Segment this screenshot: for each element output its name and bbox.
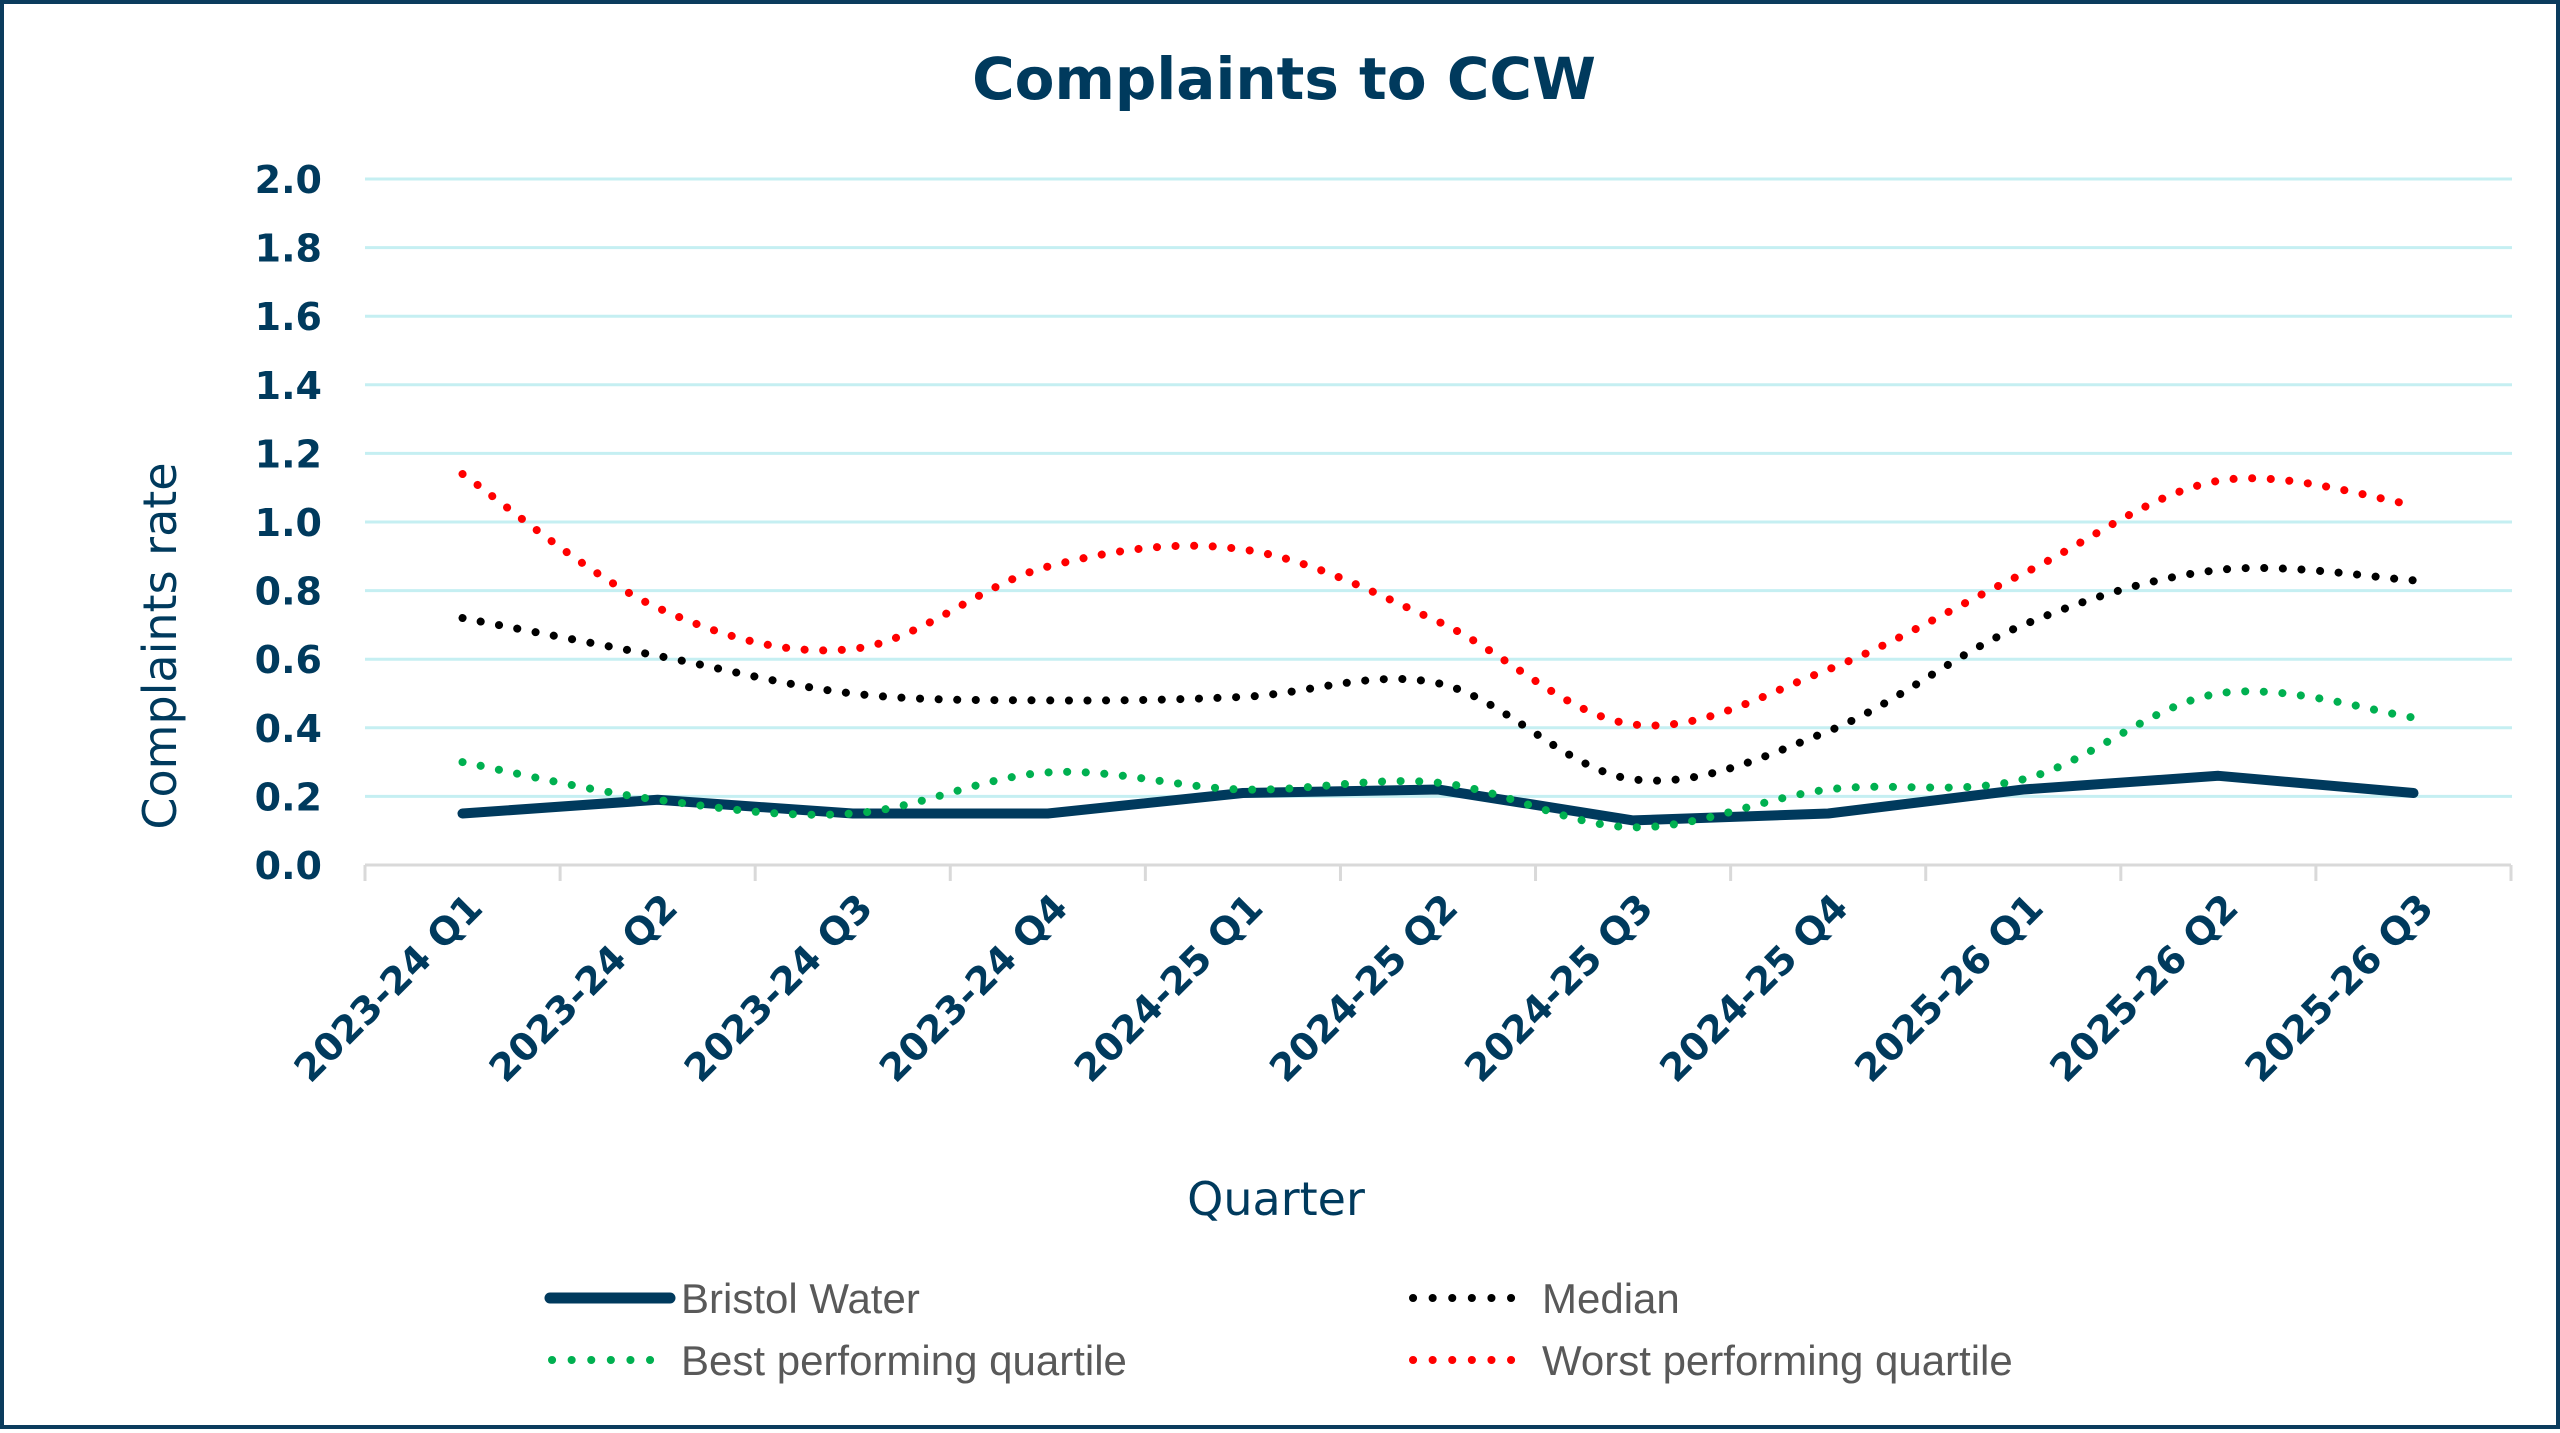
- legend: Bristol Water Median Best performing quart…: [550, 1275, 2013, 1384]
- x-tick-label: 2024-25 Q4: [1651, 885, 1856, 1090]
- line-chart: Complaints to CCW 0.0 0.2 0.4 0.6 0.8 1.0 1.2 1…: [4, 4, 2560, 1433]
- legend-item-best-performing-quartile[interactable]: Best performing quartile: [552, 1337, 1127, 1384]
- legend-label: Median: [1542, 1275, 1680, 1322]
- series-worst-performing-quartile: [462, 474, 2413, 726]
- legend-item-median[interactable]: Median: [1413, 1275, 1680, 1322]
- y-tick-label: 0.2: [255, 775, 322, 819]
- x-tick-label: 2024-25 Q2: [1261, 885, 1466, 1090]
- x-tick-label: 2024-25 Q3: [1456, 885, 1661, 1090]
- y-tick-label: 1.8: [255, 227, 322, 271]
- x-tick-label: 2023-24 Q3: [676, 885, 881, 1090]
- x-tick-label: 2023-24 Q1: [286, 885, 491, 1090]
- y-tick-label: 0.6: [255, 638, 322, 682]
- series-lines: [462, 474, 2413, 827]
- y-tick-label: 2.0: [255, 158, 322, 202]
- x-tick-label: 2025-26 Q1: [1846, 885, 2051, 1090]
- y-axis-title: Complaints rate: [133, 462, 187, 829]
- x-axis: [365, 865, 2511, 881]
- legend-label: Worst performing quartile: [1542, 1337, 2013, 1384]
- y-tick-label: 0.8: [255, 570, 322, 614]
- x-tick-label: 2023-24 Q4: [871, 885, 1076, 1090]
- chart-title: Complaints to CCW: [972, 45, 1596, 113]
- y-tick-label: 1.4: [255, 364, 322, 408]
- series-median: [462, 568, 2413, 781]
- x-tick-label: 2025-26 Q3: [2236, 885, 2441, 1090]
- y-tick-label: 0.4: [255, 707, 322, 751]
- y-axis-ticks: 0.0 0.2 0.4 0.6 0.8 1.0 1.2 1.4 1.6 1.8 2.0: [255, 158, 322, 888]
- x-tick-label: 2023-24 Q2: [481, 885, 686, 1090]
- y-tick-label: 1.6: [255, 295, 322, 339]
- y-tick-label: 0.0: [255, 844, 322, 888]
- x-axis-title: Quarter: [1187, 1172, 1365, 1226]
- x-tick-label: 2024-25 Q1: [1066, 885, 1271, 1090]
- legend-item-bristol-water[interactable]: Bristol Water: [550, 1275, 920, 1322]
- y-tick-label: 1.2: [255, 432, 322, 476]
- legend-label: Bristol Water: [681, 1275, 920, 1322]
- x-tick-label: 2025-26 Q2: [2041, 885, 2246, 1090]
- y-tick-label: 1.0: [255, 501, 322, 545]
- legend-item-worst-performing-quartile[interactable]: Worst performing quartile: [1413, 1337, 2013, 1384]
- legend-label: Best performing quartile: [681, 1337, 1127, 1384]
- series-line-worst-performing-quartile: [463, 474, 2414, 726]
- series-line-median: [463, 568, 2414, 781]
